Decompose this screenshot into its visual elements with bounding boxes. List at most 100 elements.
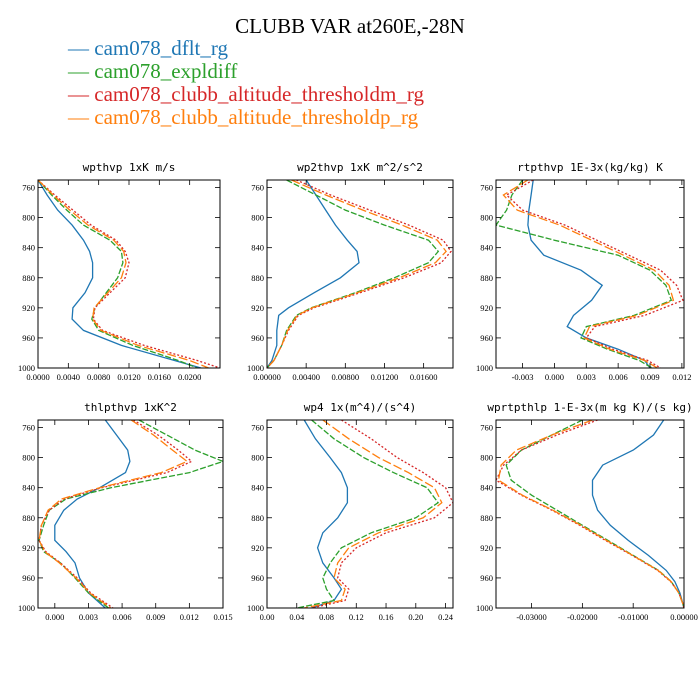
legend-marker: — <box>68 36 89 60</box>
y-tick-label: 760 <box>480 423 493 433</box>
y-tick-label: 840 <box>22 243 35 253</box>
y-tick-label: 920 <box>22 303 35 313</box>
legend-marker: — <box>68 105 89 129</box>
y-tick-label: 960 <box>22 573 35 583</box>
series-line-1 <box>38 180 202 368</box>
x-tick-label: 0.0040 <box>57 372 80 382</box>
series-line-4 <box>38 180 209 368</box>
series-line-3 <box>311 420 453 608</box>
x-tick-label: 0.003 <box>79 612 98 622</box>
y-tick-label: 920 <box>251 303 264 313</box>
legend-label: cam078_dflt_rg <box>94 36 229 60</box>
y-tick-label: 840 <box>251 243 264 253</box>
x-tick-label: 0.012 <box>180 612 199 622</box>
legend-marker: — <box>68 59 89 83</box>
y-tick-label: 960 <box>251 573 264 583</box>
x-tick-label: 0.16 <box>379 612 394 622</box>
plot-frame <box>37 419 224 609</box>
x-tick-label: 0.01600 <box>410 372 438 382</box>
y-tick-label: 1000 <box>247 363 264 373</box>
plot-frame <box>266 179 454 369</box>
series-line-3 <box>38 180 220 368</box>
y-tick-label: 760 <box>22 423 35 433</box>
series-line-2 <box>496 180 673 368</box>
chart-panel-3: rtpthvp 1E-3x(kg/kg) K -0.003 0.000 0.003 0.… <box>476 161 691 382</box>
x-tick-label: -0.02000 <box>567 612 597 622</box>
y-tick-label: 920 <box>480 543 493 553</box>
y-tick-label: 800 <box>22 453 35 463</box>
y-tick-label: 800 <box>22 213 35 223</box>
panel-title: thlpthvp 1xK^2 <box>84 401 177 414</box>
x-tick-label: 0.00000 <box>670 612 698 622</box>
legend-item-3: — cam078_clubb_altitude_thresholdm_rg <box>68 82 424 107</box>
series-line-4 <box>304 420 443 608</box>
legend-label: cam078_expldiff <box>94 59 238 83</box>
x-tick-label: 0.0120 <box>117 372 140 382</box>
series-line-4 <box>502 180 675 368</box>
y-tick-label: 840 <box>251 483 264 493</box>
x-tick-label: 0.04 <box>289 612 305 622</box>
x-tick-label: 0.12 <box>349 612 364 622</box>
plot-frame <box>495 179 685 369</box>
x-tick-label: 0.0160 <box>148 372 171 382</box>
series-line-2 <box>267 180 440 368</box>
y-tick-label: 920 <box>22 543 35 553</box>
y-tick-label: 760 <box>251 423 264 433</box>
x-tick-label: 0.009 <box>146 612 165 622</box>
legend-item-4: — cam078_clubb_altitude_thresholdp_rg <box>68 105 418 130</box>
y-tick-label: 1000 <box>476 363 493 373</box>
chart-panel-1: wpthvp 1xK m/s 0.0000 0.0040 0.0080 0.0120 0.… <box>18 161 221 382</box>
panel-title: rtpthvp 1E-3x(kg/kg) K <box>517 161 663 174</box>
y-tick-label: 960 <box>480 573 493 583</box>
x-tick-label: 0.000 <box>45 612 64 622</box>
y-tick-label: 840 <box>480 483 493 493</box>
x-tick-label: 0.00000 <box>253 372 281 382</box>
series-line-1 <box>303 420 349 608</box>
series-line-2 <box>38 180 198 368</box>
y-tick-label: 1000 <box>18 363 35 373</box>
panel-title: wpthvp 1xK m/s <box>83 161 176 174</box>
y-tick-label: 840 <box>22 483 35 493</box>
x-tick-label: 0.01200 <box>371 372 399 382</box>
x-tick-label: 0.08 <box>319 612 334 622</box>
x-tick-label: 0.00 <box>260 612 275 622</box>
series-line-1 <box>54 420 131 608</box>
y-tick-label: 960 <box>480 333 493 343</box>
series-line-1 <box>591 420 684 608</box>
plot-frame <box>266 419 454 609</box>
x-tick-label: 0.006 <box>609 372 628 382</box>
y-tick-label: 1000 <box>18 603 35 613</box>
x-tick-label: 0.24 <box>438 612 454 622</box>
chart-panel-4: thlpthvp 1xK^2 0.000 0.003 0.006 0.009 0.012 0… <box>18 401 233 622</box>
series-line-2 <box>505 420 684 608</box>
x-tick-label: 0.0080 <box>87 372 110 382</box>
series-line-2 <box>38 420 223 608</box>
y-tick-label: 880 <box>480 513 493 523</box>
y-tick-label: 800 <box>251 453 264 463</box>
plot-frame <box>495 419 685 609</box>
x-tick-label: 0.012 <box>672 372 691 382</box>
y-tick-label: 760 <box>251 183 264 193</box>
series-line-4 <box>497 420 684 608</box>
y-tick-label: 960 <box>22 333 35 343</box>
x-tick-label: 0.00800 <box>332 372 360 382</box>
series-line-4 <box>38 420 189 608</box>
y-tick-label: 880 <box>251 513 264 523</box>
y-tick-label: 1000 <box>476 603 493 613</box>
y-tick-label: 920 <box>480 303 493 313</box>
y-tick-label: 1000 <box>247 603 264 613</box>
x-tick-label: 0.003 <box>577 372 596 382</box>
legend-item-1: — cam078_dflt_rg <box>68 36 228 61</box>
series-line-4 <box>267 180 447 368</box>
series-line-3 <box>505 180 684 368</box>
x-tick-label: -0.03000 <box>516 612 546 622</box>
x-tick-label: -0.01000 <box>618 612 648 622</box>
legend-marker: — <box>68 82 89 106</box>
y-tick-label: 760 <box>22 183 35 193</box>
legend-item-2: — cam078_expldiff <box>68 59 237 84</box>
y-tick-label: 880 <box>251 273 264 283</box>
y-tick-label: 920 <box>251 543 264 553</box>
series-line-2 <box>296 420 440 608</box>
